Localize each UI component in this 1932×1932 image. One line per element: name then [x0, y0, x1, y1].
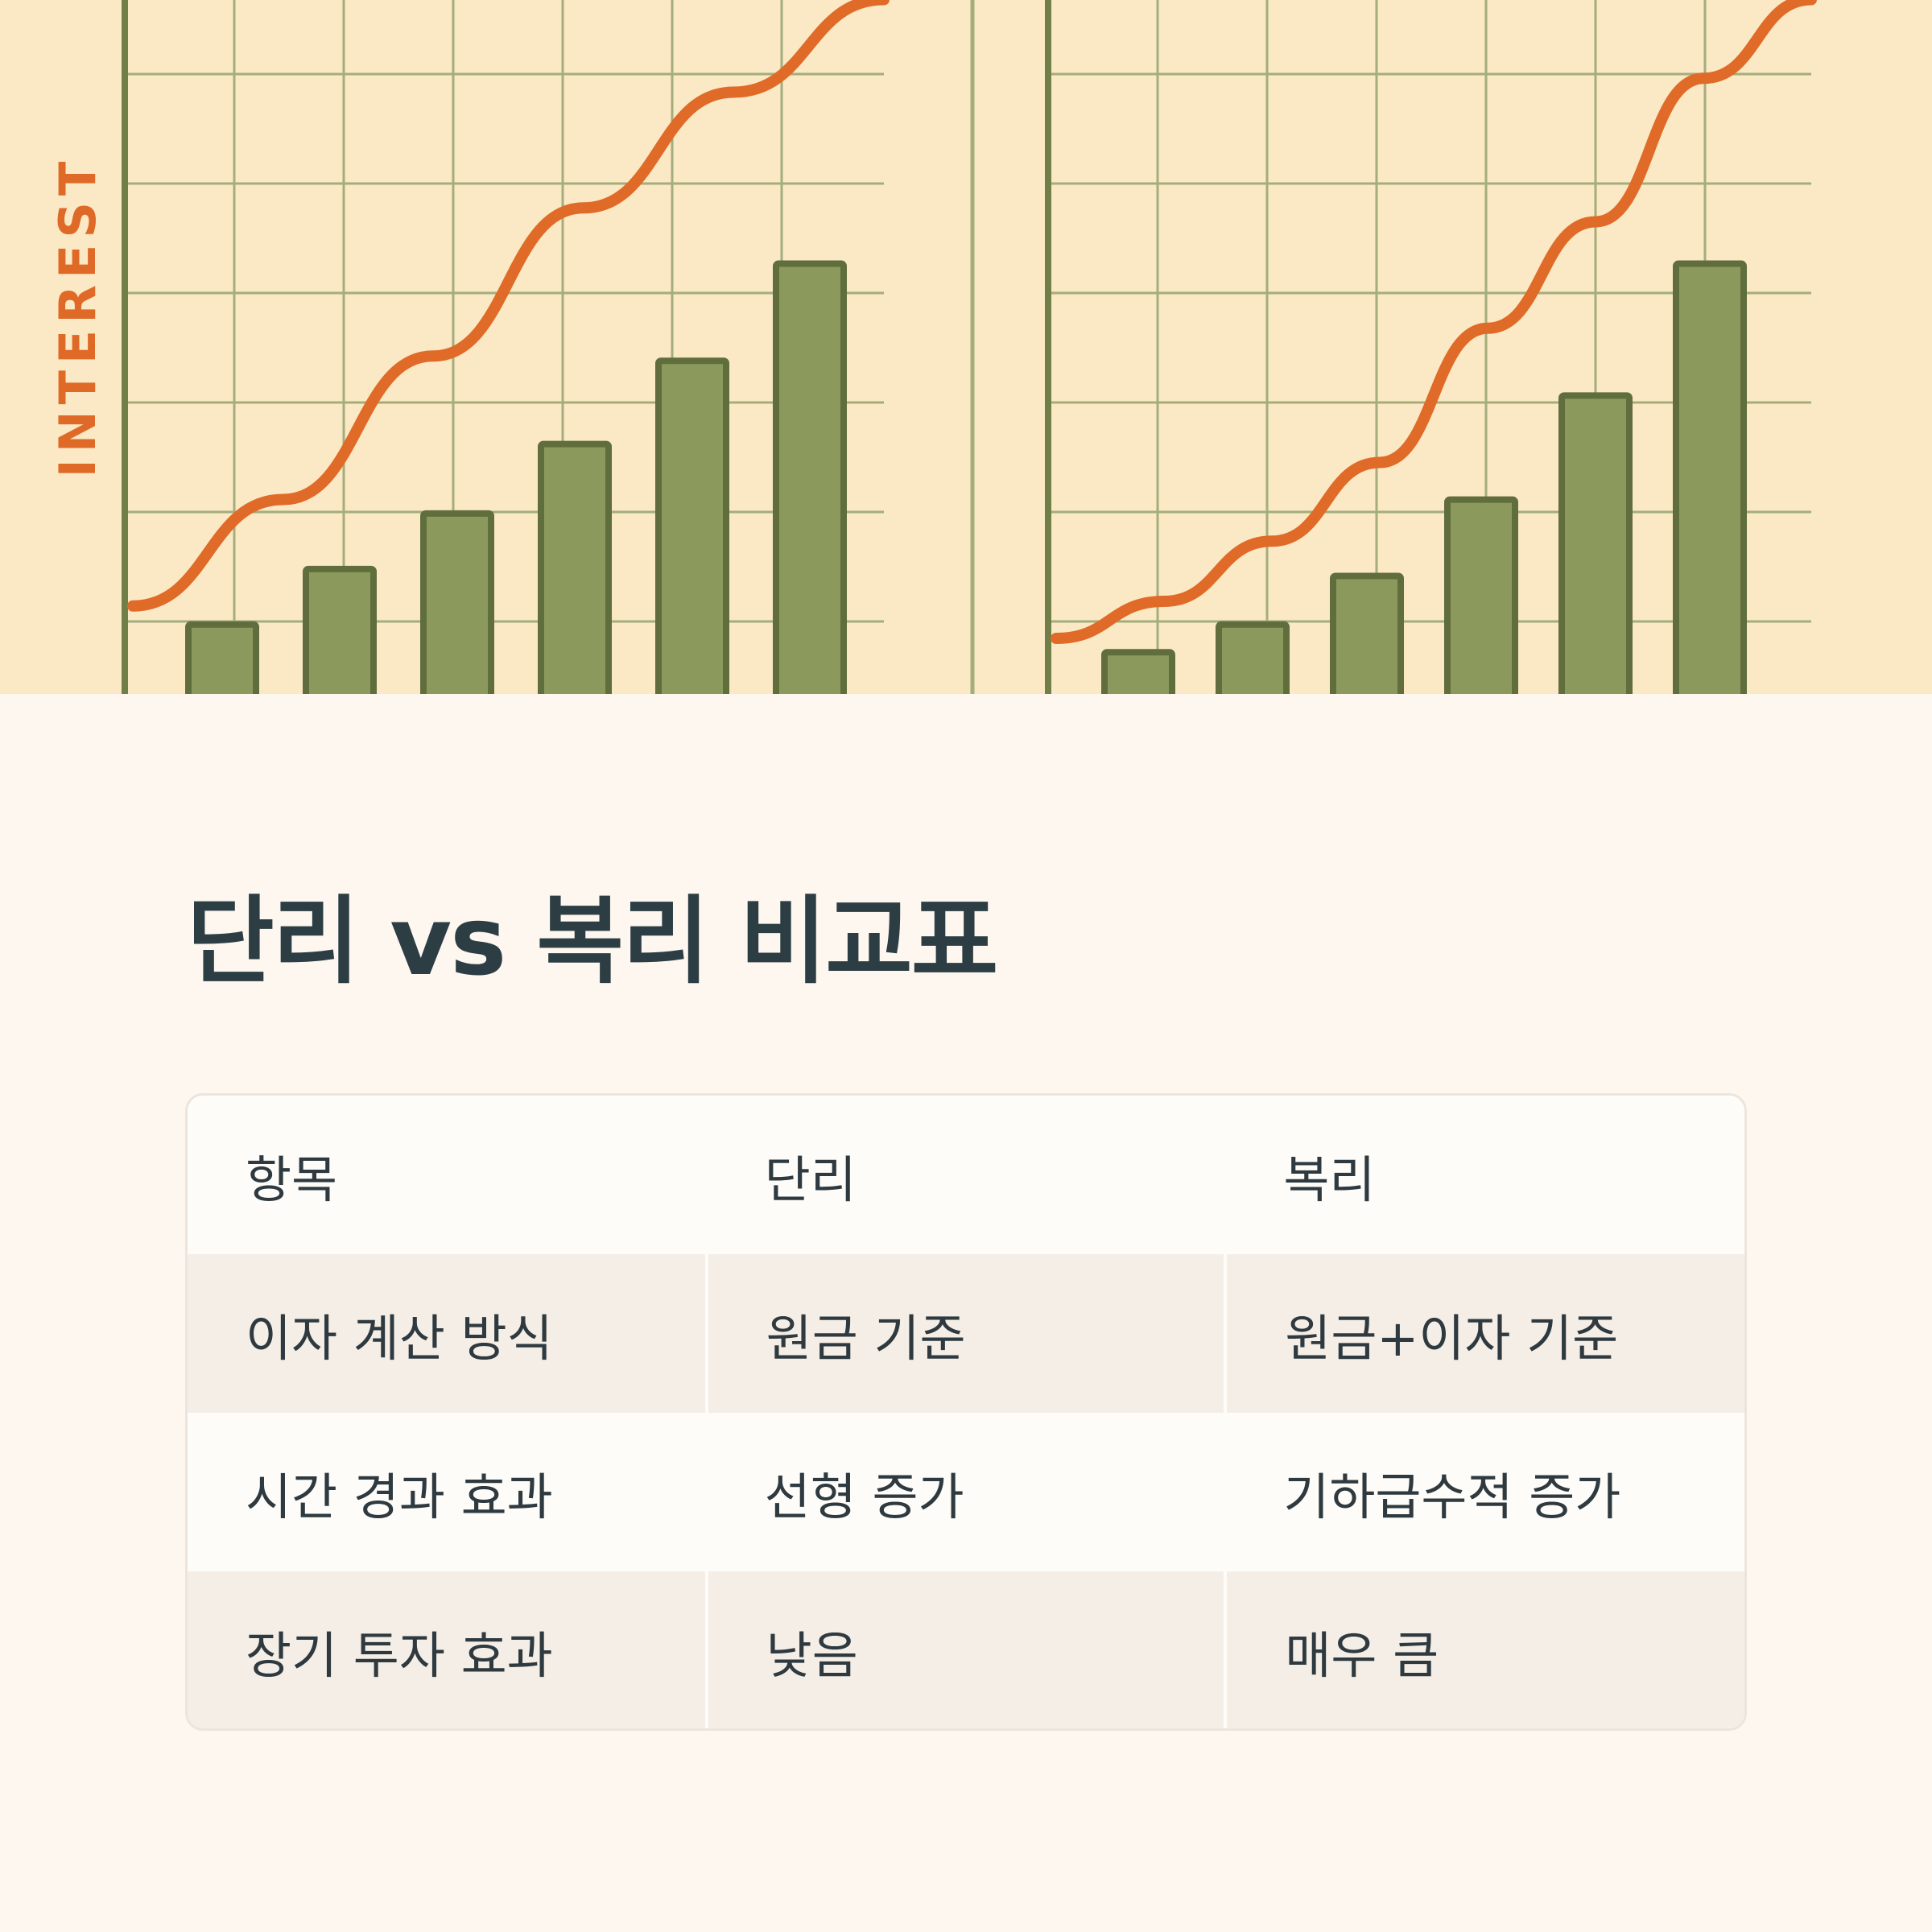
table-cell: 기하급수적 증가	[1225, 1413, 1744, 1571]
right-growth-curve	[1051, 0, 1817, 644]
chart-bar	[655, 357, 729, 694]
table-cell: 이자 계산 방식	[188, 1254, 707, 1413]
chart-bar	[1673, 260, 1747, 694]
table-row: 장기 투자 효과 낮음 매우 큼	[188, 1571, 1744, 1728]
header-item: 항목	[188, 1096, 707, 1254]
table-cell: 선형 증가	[706, 1413, 1226, 1571]
table-cell: 원금 기준	[704, 1254, 1226, 1413]
table-cell: 낮음	[704, 1571, 1226, 1728]
table-cell: 시간 경과 효과	[188, 1413, 707, 1571]
chart-bar	[185, 621, 259, 694]
header-compound-interest: 복리	[1225, 1096, 1744, 1254]
table-row: 이자 계산 방식 원금 기준 원금+이자 기준	[188, 1254, 1744, 1413]
comparison-table-card: 항목 단리 복리 이자 계산 방식 원금 기준 원금+이자 기준 시간 경과 효…	[185, 1093, 1747, 1731]
chart-bar	[538, 440, 612, 694]
chart-bar	[773, 260, 847, 694]
chart-bar	[1330, 572, 1404, 694]
hero-paper-background	[0, 0, 1932, 694]
table-cell: 매우 큼	[1224, 1571, 1744, 1728]
header-simple-interest: 단리	[706, 1096, 1226, 1254]
interest-axis-label: INTEREST	[48, 155, 107, 478]
right-chart-bars	[1101, 260, 1747, 694]
chart-bar	[1216, 621, 1290, 694]
table-cell: 원금+이자 기준	[1224, 1254, 1744, 1413]
chart-bar	[1101, 649, 1175, 694]
left-chart-bars	[185, 260, 847, 694]
table-header-row: 항목 단리 복리	[188, 1096, 1744, 1254]
chart-bar	[1444, 496, 1518, 694]
chart-bar	[1558, 392, 1633, 694]
page-title: 단리 vs 복리 비교표	[187, 886, 998, 997]
hero-illustration: INTEREST	[0, 0, 1932, 694]
table-row: 시간 경과 효과 선형 증가 기하급수적 증가	[188, 1413, 1744, 1571]
table-cell: 장기 투자 효과	[188, 1571, 707, 1728]
left-growth-curve	[127, 0, 890, 612]
chart-bar	[420, 510, 494, 694]
comparison-table: 항목 단리 복리 이자 계산 방식 원금 기준 원금+이자 기준 시간 경과 효…	[188, 1096, 1744, 1728]
chart-bar	[303, 565, 377, 694]
